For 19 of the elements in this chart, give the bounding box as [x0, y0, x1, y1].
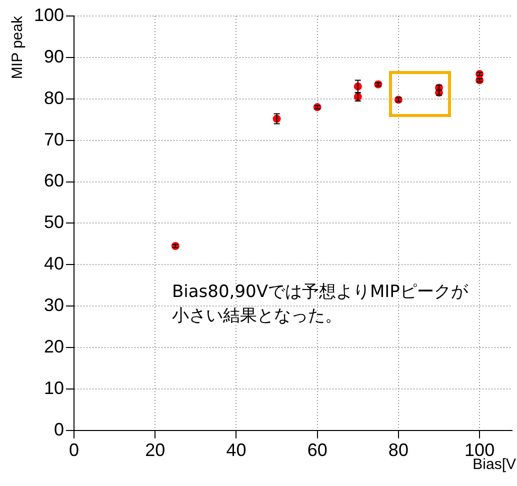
y-tick-label: 30	[44, 295, 64, 316]
x-tick-label: 60	[307, 440, 328, 460]
y-tick-label: 50	[44, 212, 64, 232]
y-tick-label: 0	[54, 419, 64, 440]
y-tick-label: 10	[44, 378, 64, 398]
y-tick-label: 80	[44, 88, 64, 108]
y-axis-title: MIP peak	[9, 16, 26, 80]
x-axis-title: Bias[V	[472, 456, 516, 474]
y-tick-label: 40	[44, 254, 64, 274]
x-tick-label: 0	[69, 440, 80, 460]
y-tick-label: 100	[34, 4, 64, 25]
x-tick-label: 40	[226, 440, 246, 460]
annotation: Bias80,90Vでは予想よりMIPピークが小さい結果となった。	[172, 281, 469, 328]
x-tick-label: 20	[145, 440, 166, 460]
y-tick-label: 20	[44, 336, 64, 356]
y-tick-label: 70	[44, 129, 64, 150]
y-tick-label: 60	[44, 170, 64, 191]
y-tick-label: 90	[44, 46, 64, 66]
x-tick-label: 80	[388, 440, 408, 460]
